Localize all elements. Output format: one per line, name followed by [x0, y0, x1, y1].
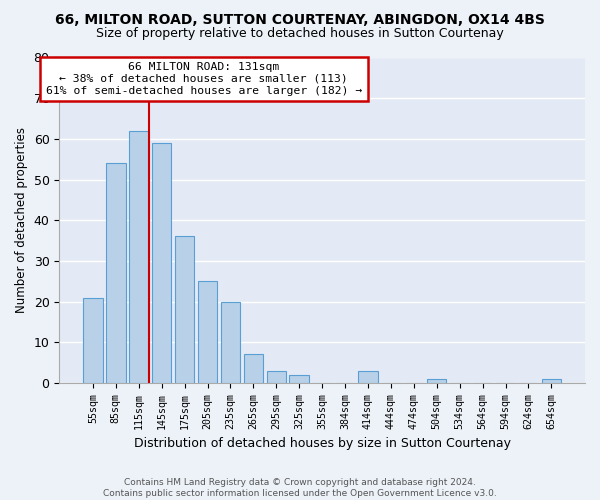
Text: 66 MILTON ROAD: 131sqm
← 38% of detached houses are smaller (113)
61% of semi-de: 66 MILTON ROAD: 131sqm ← 38% of detached… [46, 62, 362, 96]
Text: 66, MILTON ROAD, SUTTON COURTENAY, ABINGDON, OX14 4BS: 66, MILTON ROAD, SUTTON COURTENAY, ABING… [55, 12, 545, 26]
Bar [106, 164, 125, 383]
Bar [175, 236, 194, 383]
Y-axis label: Number of detached properties: Number of detached properties [15, 127, 28, 313]
X-axis label: Distribution of detached houses by size in Sutton Courtenay: Distribution of detached houses by size … [134, 437, 511, 450]
Bar [289, 375, 309, 383]
Bar [198, 281, 217, 383]
Bar [427, 379, 446, 383]
Bar [221, 302, 240, 383]
Text: Contains HM Land Registry data © Crown copyright and database right 2024.
Contai: Contains HM Land Registry data © Crown c… [103, 478, 497, 498]
Text: Size of property relative to detached houses in Sutton Courtenay: Size of property relative to detached ho… [96, 28, 504, 40]
Bar [244, 354, 263, 383]
Bar [358, 370, 378, 383]
Bar [152, 143, 172, 383]
Bar [129, 130, 149, 383]
Bar [542, 379, 561, 383]
Bar [83, 298, 103, 383]
Bar [266, 370, 286, 383]
